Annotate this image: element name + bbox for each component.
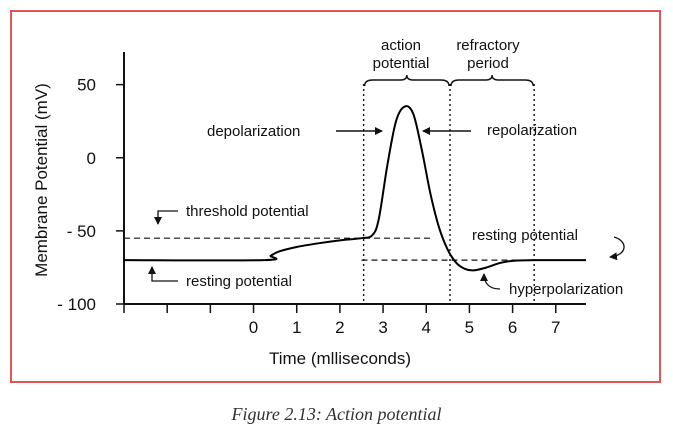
resting-potential-label-left: resting potential <box>186 273 292 290</box>
bracket-label-refractory-2: period <box>467 55 509 72</box>
resting-potential-label-right: resting potential <box>472 227 578 244</box>
x-tick-label: 0 <box>249 318 258 337</box>
threshold-potential-label: threshold potential <box>186 203 309 220</box>
x-tick-label: 7 <box>551 318 560 337</box>
figure-frame <box>10 10 661 383</box>
bracket-label-action-1: action <box>381 37 421 54</box>
hyperpolarization-label: hyperpolarization <box>509 281 623 298</box>
x-tick-label: 5 <box>465 318 474 337</box>
membrane-potential-line <box>123 105 586 272</box>
bracket-label-action-2: potential <box>373 55 430 72</box>
x-tick-label: 4 <box>422 318 431 337</box>
x-tick-label: 1 <box>292 318 301 337</box>
y-tick-label: - 100 <box>57 295 96 314</box>
y-tick-label: 50 <box>77 76 96 95</box>
phase-bracket <box>363 74 450 87</box>
depolarization-label: depolarization <box>207 123 300 140</box>
repolarization-label: repolarization <box>487 122 577 139</box>
hyperpolarization-arrow <box>480 273 501 290</box>
resting-arrow-right <box>609 236 625 261</box>
bracket-label-refractory-1: refractory <box>456 37 520 54</box>
x-tick-label: 6 <box>508 318 517 337</box>
y-axis-title: Membrane Potential (mV) <box>32 83 51 277</box>
x-axis-title: Time (mlliseconds) <box>269 349 411 368</box>
x-tick-label: 3 <box>378 318 387 337</box>
phase-bracket <box>450 74 534 87</box>
y-tick-label: - 50 <box>67 222 96 241</box>
x-tick-label: 2 <box>335 318 344 337</box>
figure-caption: Figure 2.13: Action potential <box>231 404 442 424</box>
threshold-arrow <box>154 210 178 225</box>
resting-arrow-left <box>148 266 178 282</box>
y-tick-label: 0 <box>87 149 96 168</box>
